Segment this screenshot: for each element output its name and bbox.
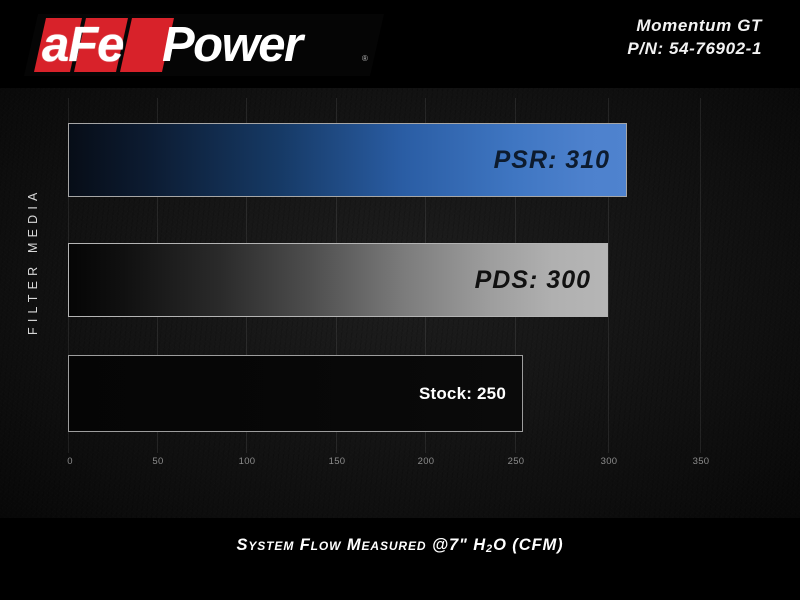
x-tick-50: 50 <box>152 456 164 467</box>
chart-plot-area: FILTER MEDIA PSR: 310 PDS: 300 Stock: 25… <box>0 88 800 518</box>
y-axis-label: FILTER MEDIA <box>26 187 40 335</box>
header-bar: aFe Power ® Momentum GT P/N: 54-76902-1 <box>0 0 800 88</box>
bar-psr-fill <box>69 124 626 196</box>
x-axis: 0 50 100 150 200 250 300 350 <box>0 456 800 478</box>
x-tick-250: 250 <box>507 456 525 467</box>
bar-psr-label: PSR: 310 <box>493 145 610 174</box>
x-tick-300: 300 <box>600 456 618 467</box>
x-tick-200: 200 <box>417 456 435 467</box>
bar-psr: PSR: 310 <box>68 123 627 197</box>
bar-stock-label: Stock: 250 <box>418 383 506 403</box>
bar-pds-label: PDS: 300 <box>474 265 591 294</box>
x-tick-100: 100 <box>238 456 256 467</box>
x-tick-0: 0 <box>67 456 73 467</box>
caption-text-part2: O (CFM) <box>493 536 564 554</box>
x-tick-150: 150 <box>328 456 346 467</box>
bar-stock-fill <box>69 356 522 431</box>
caption-subscript: 2 <box>486 543 494 555</box>
logo-background-shape <box>24 14 384 76</box>
header-product-info: Momentum GT P/N: 54-76902-1 <box>627 14 762 60</box>
chart-caption: System Flow Measured @7" H2O (CFM) <box>0 536 800 555</box>
gridline-300 <box>608 98 609 453</box>
caption-text-part1: System Flow Measured @7" H <box>236 536 487 554</box>
part-number: P/N: 54-76902-1 <box>627 39 762 58</box>
bar-pds-fill <box>69 244 607 316</box>
footer-bar: System Flow Measured @7" H2O (CFM) <box>0 518 800 600</box>
bar-stock: Stock: 250 <box>68 355 523 432</box>
gridline-350 <box>700 98 701 453</box>
product-name: Momentum GT <box>636 16 762 35</box>
afe-power-logo: aFe Power ® <box>24 14 384 76</box>
bar-pds: PDS: 300 <box>68 243 608 317</box>
x-tick-350: 350 <box>692 456 710 467</box>
